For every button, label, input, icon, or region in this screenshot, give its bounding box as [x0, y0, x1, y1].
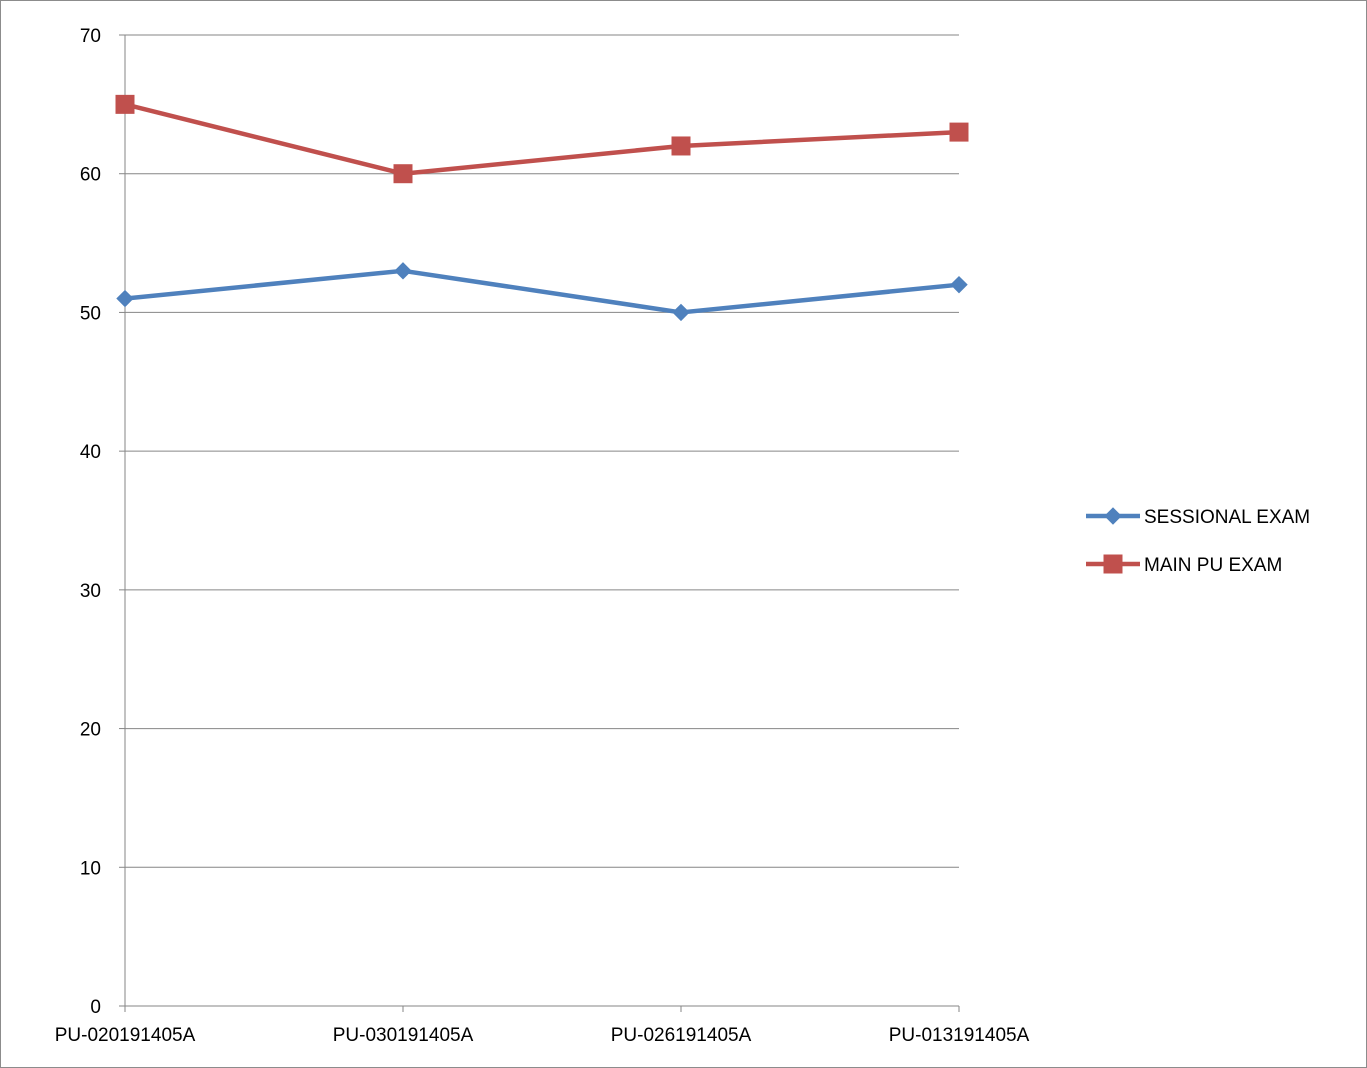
y-tick-label: 70 — [80, 26, 101, 47]
x-axis-ticks: PU-020191405A PU-030191405A PU-026191405A P… — [55, 1006, 1030, 1046]
data-point — [672, 303, 690, 322]
series-line — [122, 268, 962, 315]
data-point — [115, 94, 135, 114]
x-tick-label: PU-020191405A — [55, 1025, 196, 1046]
y-tick-label: 60 — [80, 165, 101, 186]
y-tick-label: 50 — [80, 303, 101, 324]
legend-item: MAIN PU EXAM — [1086, 554, 1282, 576]
axes — [124, 35, 959, 1007]
x-tick-label: PU-030191405A — [333, 1025, 474, 1046]
x-tick-label: PU-026191405A — [611, 1025, 752, 1046]
data-point — [393, 164, 413, 184]
legend-item: SESSIONAL EXAM — [1086, 507, 1310, 528]
series-layer — [115, 94, 969, 322]
legend-marker — [1104, 507, 1122, 525]
x-tick-label: PU-013191405A — [889, 1025, 1030, 1046]
y-tick-label: 0 — [90, 997, 101, 1018]
series-line — [122, 102, 962, 176]
data-point — [949, 122, 969, 142]
series-sessional-exam — [116, 262, 968, 322]
y-tick-label: 20 — [80, 720, 101, 741]
y-tick-label: 30 — [80, 581, 101, 602]
y-tick-label: 10 — [80, 858, 101, 879]
legend-label: SESSIONAL EXAM — [1144, 507, 1310, 528]
y-tick-label: 40 — [80, 442, 101, 463]
data-point — [950, 275, 968, 294]
legend-marker — [1103, 554, 1123, 574]
gridlines — [125, 34, 959, 868]
y-axis-ticks: 0 10 20 30 40 50 60 70 — [80, 26, 125, 1018]
data-point — [671, 136, 691, 156]
series-main-pu-exam — [115, 94, 969, 184]
legend-label: MAIN PU EXAM — [1144, 555, 1282, 576]
data-point — [116, 289, 134, 308]
data-point — [394, 262, 412, 280]
legend: SESSIONAL EXAM MAIN PU EXAM — [1086, 507, 1310, 576]
